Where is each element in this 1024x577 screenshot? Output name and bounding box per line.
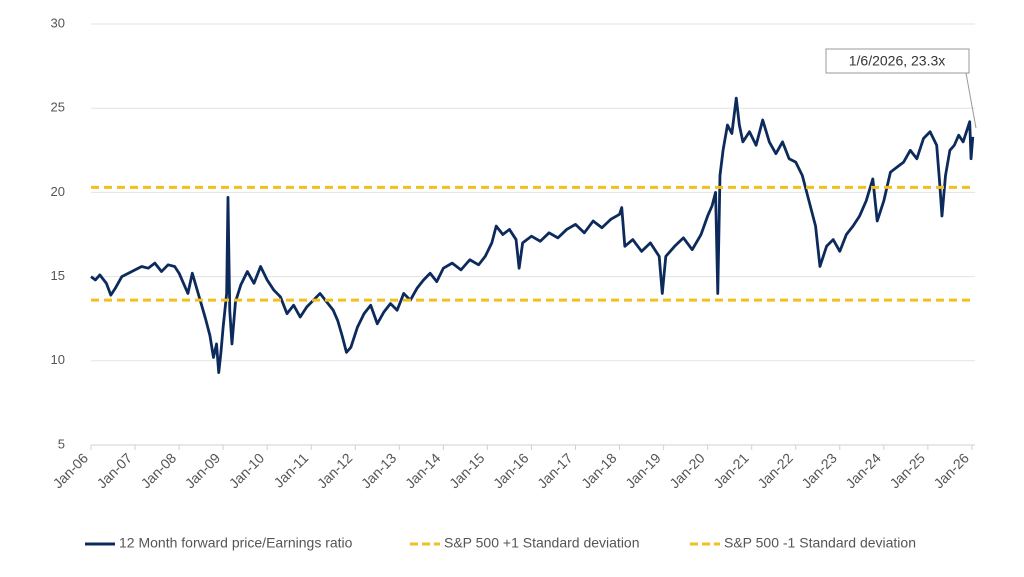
x-tick-label: Jan-06 (50, 450, 92, 492)
y-tick-label: 10 (51, 352, 65, 367)
x-tick-label: Jan-20 (666, 450, 708, 492)
x-tick-label: Jan-11 (270, 450, 311, 491)
x-tick-label: Jan-08 (138, 450, 180, 492)
x-tick-label: Jan-22 (754, 450, 796, 492)
y-tick-label: 25 (51, 100, 65, 115)
x-tick-label: Jan-10 (226, 450, 268, 492)
x-tick-label: Jan-19 (622, 450, 664, 492)
x-tick-label: Jan-09 (182, 450, 224, 492)
x-tick-label: Jan-16 (490, 450, 532, 492)
y-tick-label: 20 (51, 184, 65, 199)
x-tick-label: Jan-18 (578, 450, 620, 492)
legend-label: S&P 500 +1 Standard deviation (444, 535, 640, 551)
annotation-leader (965, 72, 977, 129)
legend-label: S&P 500 -1 Standard deviation (724, 535, 916, 551)
annotation-box (825, 48, 970, 74)
y-tick-label: 5 (58, 436, 65, 451)
x-tick-label: Jan-24 (842, 450, 884, 492)
x-tick-label: Jan-26 (930, 450, 972, 492)
x-tick-label: Jan-12 (314, 450, 356, 492)
x-tick-label: Jan-15 (446, 450, 488, 492)
x-tick-label: Jan-14 (402, 450, 444, 492)
x-tick-label: Jan-25 (886, 450, 928, 492)
y-tick-label: 30 (51, 15, 65, 30)
x-tick-label: Jan-13 (358, 450, 400, 492)
x-tick-label: Jan-17 (534, 450, 576, 492)
annotation: 1/6/2026, 23.3x (849, 53, 946, 69)
x-tick-label: Jan-21 (710, 450, 752, 492)
data-line (90, 96, 975, 374)
x-tick-label: Jan-07 (94, 450, 136, 492)
legend-label: 12 Month forward price/Earnings ratio (119, 535, 353, 551)
y-tick-label: 15 (51, 268, 65, 283)
x-tick-label: Jan-23 (798, 450, 840, 492)
